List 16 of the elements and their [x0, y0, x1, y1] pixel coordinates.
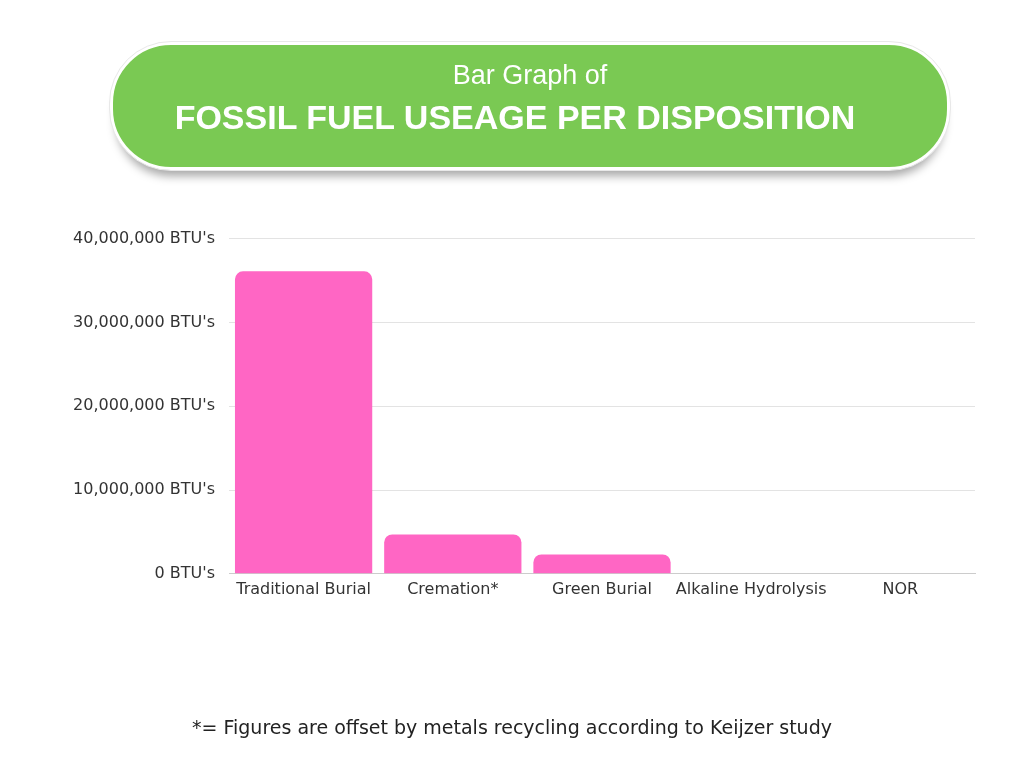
y-tick-label: 20,000,000 BTU's — [73, 395, 215, 415]
chart-title: FOSSIL FUEL USEAGE PER DISPOSITION — [173, 98, 857, 137]
chart-subtitle: Bar Graph of — [451, 60, 609, 91]
y-tick-label: 10,000,000 BTU's — [73, 479, 215, 499]
x-tick-label: NOR — [882, 578, 919, 598]
x-tick-label: Traditional Burial — [235, 578, 371, 598]
bar — [384, 534, 522, 574]
x-tick-label: Alkaline Hydrolysis — [675, 578, 827, 598]
bar — [533, 554, 671, 574]
x-tick-label: Green Burial — [552, 578, 652, 598]
y-tick-label: 40,000,000 BTU's — [73, 227, 215, 247]
text: *= Figures are offset by metals recycling according to Keijzer study — [191, 716, 833, 738]
bar — [234, 271, 373, 574]
y-tick-label: 30,000,000 BTU's — [73, 311, 215, 331]
y-tick-label: 0 BTU's — [154, 562, 215, 582]
x-tick-label: Cremation* — [407, 578, 499, 598]
